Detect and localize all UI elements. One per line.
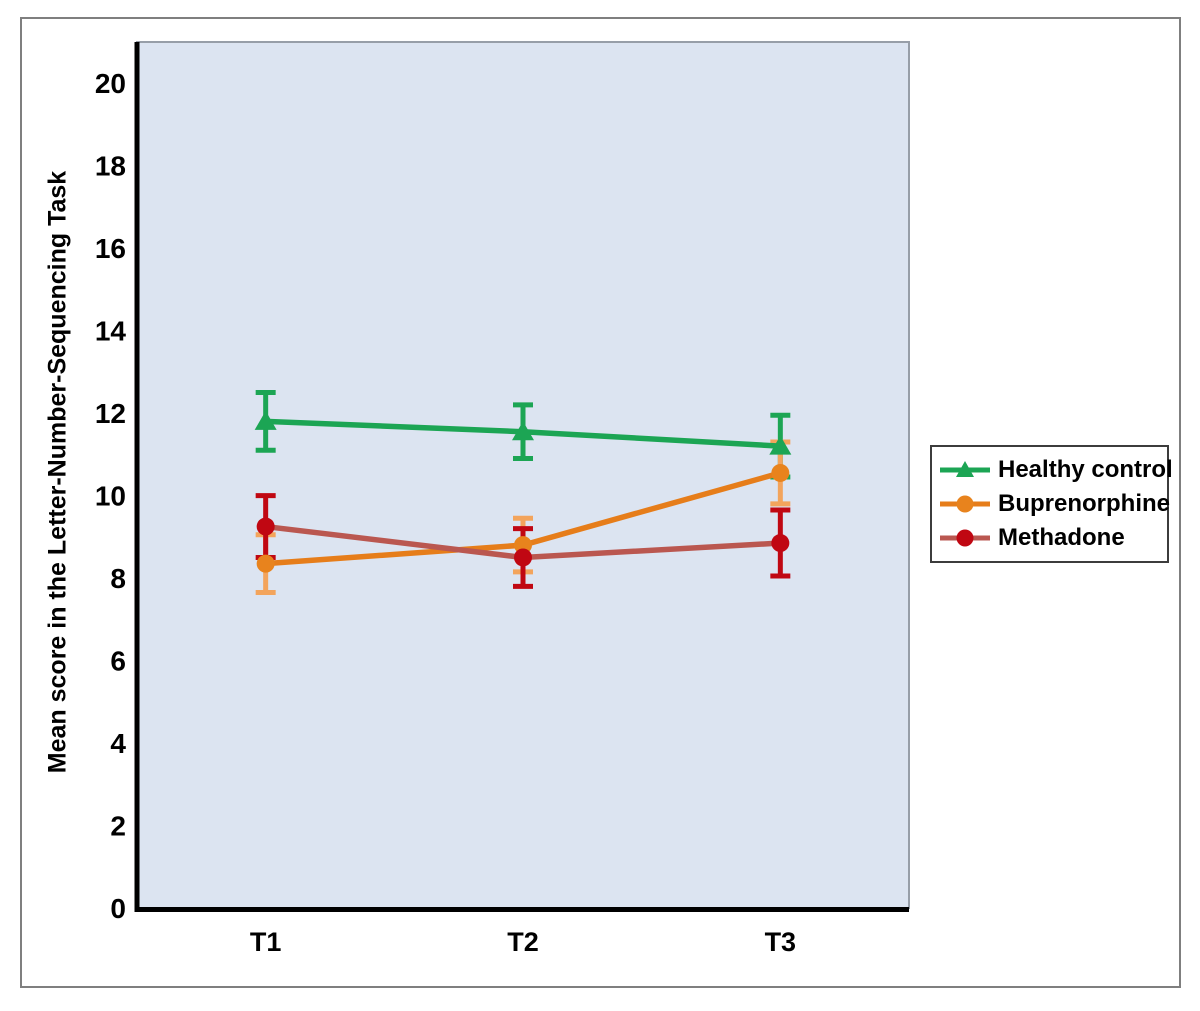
legend-label: Buprenorphine — [998, 490, 1170, 517]
legend-label: Healthy control — [998, 456, 1173, 483]
marker-buprenorphine-t3 — [771, 463, 790, 482]
marker-healthy-control-t1 — [254, 410, 277, 430]
marker-methadone-t1 — [256, 517, 275, 536]
y-tick-label: 14 — [95, 315, 127, 346]
y-tick-label: 2 — [110, 810, 126, 841]
legend-marker-methadone-icon — [940, 529, 990, 547]
legend-entry-buprenorphine: Buprenorphine — [939, 490, 1170, 518]
x-tick-label: T3 — [765, 927, 797, 957]
legend-entry-healthy-control: Healthy control — [939, 456, 1173, 484]
y-tick-label: 10 — [95, 480, 126, 511]
y-axis-line — [134, 42, 140, 912]
marker-healthy-control-t3 — [769, 435, 792, 455]
y-axis-title: Mean score in the Letter-Number-Sequenci… — [43, 170, 72, 774]
marker-buprenorphine-t1 — [256, 554, 275, 573]
marker-healthy-control-t2 — [512, 421, 534, 441]
marker-buprenorphine-t2 — [514, 536, 532, 555]
legend-label: Methadone — [998, 524, 1125, 551]
plot-area — [136, 41, 910, 909]
y-tick-label: 4 — [110, 728, 126, 759]
y-tick-label: 8 — [110, 563, 126, 594]
x-axis-line — [134, 907, 909, 912]
legend-marker-buprenorphine-icon — [940, 495, 990, 513]
y-tick-label: 6 — [110, 645, 126, 676]
x-tick-label: T2 — [507, 927, 539, 957]
y-tick-label: 0 — [110, 893, 126, 924]
marker-methadone-t3 — [771, 534, 790, 553]
legend-entry-methadone: Methadone — [939, 524, 1165, 552]
legend-marker-healthy-control-icon — [940, 461, 990, 477]
y-tick-label: 12 — [95, 398, 126, 429]
x-tick-label: T1 — [250, 927, 282, 957]
y-tick-label: 18 — [95, 151, 126, 182]
y-tick-label: 20 — [95, 68, 126, 99]
marker-methadone-t2 — [514, 548, 532, 567]
legend: Healthy control Buprenorphine Methadone — [930, 445, 1173, 563]
y-tick-label: 16 — [95, 233, 126, 264]
